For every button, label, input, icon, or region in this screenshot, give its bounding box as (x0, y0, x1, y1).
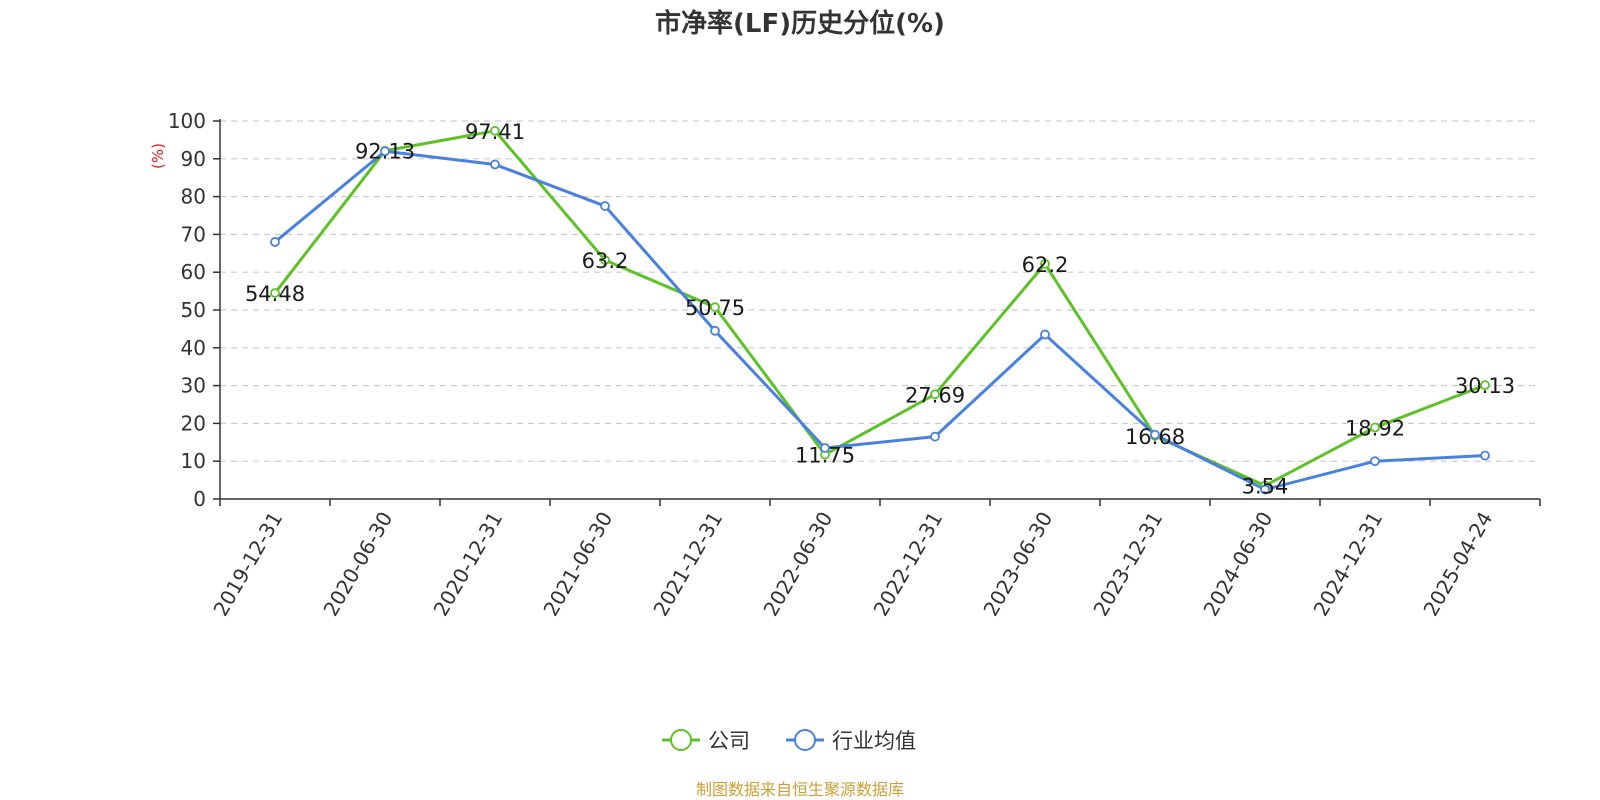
y-tick-label: 20 (181, 411, 206, 435)
data-point[interactable] (930, 431, 940, 442)
y-tick-label: 90 (181, 147, 206, 171)
data-point[interactable] (270, 288, 280, 298)
y-tick-label: 10 (181, 449, 206, 473)
data-point[interactable] (1480, 380, 1490, 391)
data-point[interactable] (270, 237, 280, 247)
data-point[interactable] (1040, 258, 1050, 269)
gridlines (220, 120, 1540, 462)
data-label: 62.2 (1022, 253, 1069, 277)
y-tick-label: 60 (181, 260, 206, 284)
legend[interactable]: 公司 行业均值 (662, 729, 916, 753)
x-tick-label: 2021-12-31 (648, 508, 727, 621)
data-label: 63.2 (582, 249, 629, 273)
data-point[interactable] (1370, 422, 1380, 433)
data-point[interactable] (710, 325, 720, 336)
data-label: 30.13 (1455, 374, 1515, 398)
legend-swatch-marker (794, 729, 816, 751)
source-note: 制图数据来自恒生聚源数据库 (696, 780, 904, 799)
x-tick-label: 2020-12-31 (428, 508, 507, 621)
x-tick-label: 2021-06-30 (538, 508, 617, 621)
x-tick-label: 2022-06-30 (758, 508, 837, 621)
legend-label: 公司 (708, 729, 750, 753)
data-label: 11.75 (795, 444, 855, 468)
data-labels: 54.48 92.13 97.41 63.2 50.75 11.75 27.69 62.2 16… (245, 120, 1515, 499)
legend-item-company[interactable]: 公司 (662, 729, 750, 753)
data-point[interactable] (930, 389, 940, 400)
y-tick-label: 0 (193, 487, 206, 511)
x-tick-label: 2019-12-31 (208, 508, 287, 621)
y-axis-label: (%) (149, 143, 167, 169)
y-tick-label: 40 (181, 336, 206, 360)
data-point[interactable] (380, 146, 390, 157)
data-point[interactable] (490, 159, 500, 170)
x-tick-label: 2024-06-30 (1198, 508, 1277, 621)
data-label: 27.69 (905, 383, 965, 407)
data-label: 50.75 (685, 296, 745, 320)
y-tick-label: 80 (181, 185, 206, 209)
x-tick-label: 2020-06-30 (318, 508, 397, 621)
data-label: 3.54 (1242, 475, 1289, 499)
y-tick-label: 70 (181, 222, 206, 246)
x-tick-label: 2023-06-30 (978, 508, 1057, 621)
x-tick-label: 2022-12-31 (868, 508, 947, 621)
series-line-industry-average (274, 149, 1486, 492)
legend-label: 行业均值 (832, 729, 916, 753)
series-line-company (273, 129, 1486, 488)
axes: 0 10 20 30 40 50 60 70 80 90 100 2019-12-31 2020-06-… (168, 109, 1541, 621)
data-label: 92.13 (355, 140, 415, 164)
data-point[interactable] (1370, 456, 1380, 467)
data-label: 16.68 (1125, 425, 1185, 449)
data-label: 54.48 (245, 282, 305, 306)
x-tick-label: 2023-12-31 (1088, 508, 1167, 621)
x-tick-label: 2025-04-24 (1418, 508, 1497, 621)
series-lines (270, 125, 1490, 495)
legend-swatch-marker (670, 729, 692, 751)
data-point[interactable] (1480, 450, 1490, 461)
data-point[interactable] (600, 255, 610, 266)
data-point[interactable] (1040, 329, 1050, 340)
legend-item-industry-average[interactable]: 行业均值 (786, 729, 916, 753)
data-point[interactable] (820, 443, 830, 453)
data-point[interactable] (710, 302, 720, 313)
data-label: 97.41 (465, 120, 525, 144)
x-tick-label: 2024-12-31 (1308, 508, 1387, 621)
data-point[interactable] (1260, 484, 1270, 495)
y-tick-label: 100 (168, 109, 206, 133)
data-label: 18.92 (1345, 416, 1405, 440)
data-point[interactable] (600, 201, 610, 211)
y-tick-label: 50 (181, 298, 206, 322)
data-point[interactable] (490, 125, 500, 136)
y-tick-label: 30 (181, 374, 206, 398)
chart-title: 市净率(LF)历史分位(%) (655, 8, 945, 39)
data-point[interactable] (1150, 429, 1160, 440)
